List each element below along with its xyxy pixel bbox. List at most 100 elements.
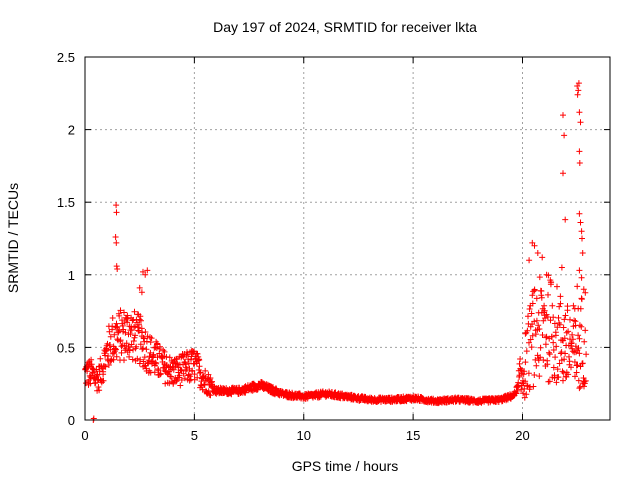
data-point [544,361,551,368]
y-tick-label: 0 [68,413,75,428]
data-point [542,315,549,322]
data-point [570,336,576,343]
data-point [529,292,536,299]
data-point [575,80,582,87]
data-point [540,357,547,363]
data-point [536,274,543,281]
data-point [142,271,149,278]
data-point [523,348,530,355]
data-point [579,250,586,256]
data-point [558,349,565,356]
y-tick-label: 0.5 [57,340,75,355]
data-point [202,367,209,374]
data-point [118,349,125,356]
y-tick-label: 1.5 [57,195,75,210]
data-point [527,336,534,343]
data-point [569,331,576,338]
data-point [525,370,532,377]
data-point [199,386,206,393]
y-axis-label: SRMTID / TECUs [5,183,21,293]
data-point [576,210,583,217]
data-point [576,335,583,342]
data-point [552,332,559,339]
data-point [569,348,576,355]
data-point [112,234,119,240]
data-point [573,369,580,376]
data-point [173,360,180,366]
data-point [552,354,559,361]
data-point [109,315,116,321]
data-point [560,170,566,177]
data-point [528,310,535,317]
data-point [521,385,528,392]
data-point [180,370,187,377]
data-point [534,250,541,256]
data-point [193,360,200,367]
data-point [576,350,583,357]
data-point [116,312,123,319]
data-point [86,377,93,383]
data-point [542,341,549,348]
data-point [121,357,127,364]
data-point [557,293,564,300]
data-point [568,364,574,371]
data-point [554,366,561,373]
data-point [577,305,584,312]
data-point [578,228,585,235]
data-point [189,367,196,374]
data-point [568,340,575,347]
x-tick-label: 0 [81,428,88,443]
data-point [97,355,104,362]
data-point [515,383,522,390]
data-point [521,368,528,375]
data-point [173,378,180,385]
data-point [560,377,566,384]
data-point [126,353,133,360]
x-tick-label: 5 [191,428,198,443]
data-point [547,279,554,286]
data-point [561,132,568,139]
data-point [138,317,144,324]
data-point [575,332,582,339]
data-point [205,371,212,378]
data-point [531,318,538,325]
data-point [570,302,577,309]
data-point [536,326,543,332]
data-point [114,323,121,330]
data-point [107,333,114,340]
data-point [110,356,117,363]
data-point [140,345,147,352]
data-point [530,383,537,390]
data-point [576,109,583,116]
data-point [176,372,183,379]
data-point [111,331,118,338]
data-point [124,319,131,326]
data-point [544,314,551,320]
data-point [140,358,147,365]
data-point [130,346,136,353]
data-point [526,257,533,264]
data-point [551,375,558,381]
data-point [517,356,524,362]
y-tick-label: 2.5 [57,50,75,65]
data-point [575,377,582,384]
data-point [562,216,569,223]
data-point [185,356,192,363]
data-point [114,266,121,272]
x-tick-label: 15 [406,428,420,443]
data-point [105,362,112,368]
data-point [177,382,184,389]
data-point [576,160,583,166]
data-point [522,378,529,385]
data-point [529,332,536,339]
data-point [191,371,198,378]
data-point [566,358,573,365]
data-point [533,362,540,369]
data-point [560,324,567,331]
axis-layer: 0 5 10 15 20 0 0.5 1 1.5 2 2.5 [57,50,611,443]
data-point [143,338,150,345]
data-point [128,341,135,348]
data-point [523,391,530,398]
data-point [207,392,214,399]
